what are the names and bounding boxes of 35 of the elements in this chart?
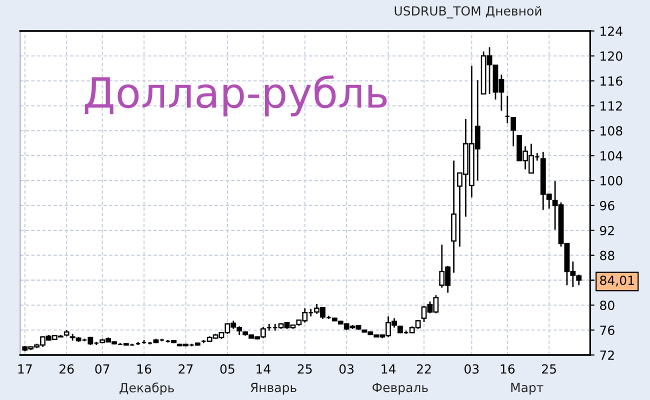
- x-tick-label: 05: [220, 364, 234, 374]
- y-tick-label: 100: [600, 176, 622, 186]
- x-tick-label: 27: [178, 364, 193, 374]
- y-tick-label: 104: [600, 151, 622, 161]
- text: Доллар-рубль: [84, 75, 387, 116]
- x-tick-label: 16: [137, 364, 152, 374]
- y-tick-label: 84,01: [600, 276, 634, 286]
- text: Январь: [250, 382, 296, 395]
- y-tick-label: 108: [600, 126, 622, 136]
- x-tick-label: 07: [95, 364, 110, 374]
- y-tick-label: 92: [600, 226, 614, 236]
- y-tick-label: 72: [600, 350, 614, 360]
- y-tick-label: 88: [600, 250, 614, 260]
- x-tick-label: 25: [542, 364, 556, 374]
- y-tick-label: 120: [600, 51, 622, 61]
- x-tick-label: 03: [464, 364, 479, 374]
- x-tick-label: 17: [18, 364, 32, 374]
- x-tick-label: 16: [500, 364, 515, 374]
- text: Декабрь: [120, 382, 174, 395]
- y-tick-label: 96: [600, 200, 614, 210]
- candlestick: [510, 116, 516, 147]
- x-tick-label: 03: [339, 364, 354, 374]
- y-tick-label: 116: [600, 76, 622, 86]
- x-tick-label: 22: [416, 364, 431, 374]
- chart-subtitle: USDRUB_TOM Дневной: [394, 6, 542, 18]
- y-tick-label: 112: [600, 101, 622, 111]
- x-tick-label: 14: [382, 364, 396, 374]
- y-tick-label: 124: [600, 26, 622, 36]
- y-tick-label: 80: [600, 300, 614, 310]
- text: Март: [511, 382, 544, 395]
- x-tick-label: 14: [256, 364, 270, 374]
- x-tick-label: 25: [298, 364, 312, 374]
- text: Февраль: [372, 382, 428, 395]
- x-tick-label: 26: [60, 364, 74, 374]
- y-tick-label: 76: [600, 326, 614, 336]
